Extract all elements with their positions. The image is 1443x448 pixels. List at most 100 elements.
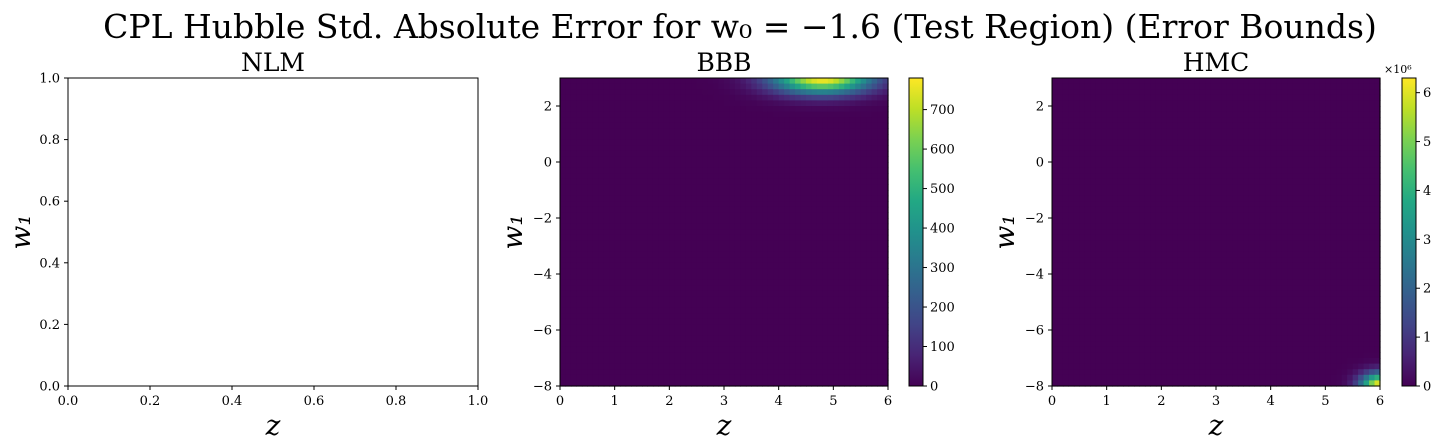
heatmap-cell (724, 240, 731, 247)
heatmap-cell (652, 150, 659, 157)
heatmap-cell (1112, 346, 1119, 353)
heatmap-cell (674, 201, 681, 208)
heatmap-cell (696, 100, 703, 107)
heatmap-cell (1172, 145, 1179, 152)
heatmap-cell (642, 290, 649, 297)
heatmap-cell (1057, 83, 1064, 90)
colorbar-frame (908, 77, 924, 387)
heatmap-cell (598, 162, 605, 169)
heatmap-cell (806, 268, 813, 275)
heatmap-cell (620, 335, 627, 342)
heatmap-cell (642, 318, 649, 325)
heatmap-cell (1101, 89, 1108, 96)
heatmap-cell (620, 251, 627, 258)
heatmap-cell (1084, 324, 1091, 331)
heatmap-cell (767, 195, 774, 202)
heatmap-cell (636, 206, 643, 213)
heatmap-cell (631, 296, 638, 303)
heatmap-cell (882, 212, 889, 219)
heatmap-cell (1106, 83, 1113, 90)
heatmap-cell (833, 341, 840, 348)
heatmap-cell (581, 346, 588, 353)
heatmap-cell (729, 83, 736, 90)
heatmap-cell (1139, 83, 1146, 90)
heatmap-cell (636, 89, 643, 96)
heatmap-cell (642, 212, 649, 219)
heatmap-cell (1205, 206, 1212, 213)
heatmap-cell (658, 341, 665, 348)
heatmap-cell (1199, 100, 1206, 107)
heatmap-cell (816, 296, 823, 303)
heatmap-cell (849, 369, 856, 376)
heatmap-cell (877, 111, 884, 118)
heatmap-cell (1057, 150, 1064, 157)
heatmap-cell (773, 246, 780, 253)
heatmap-cell (734, 324, 741, 331)
heatmap-cell (877, 106, 884, 113)
heatmap-cell (592, 100, 599, 107)
heatmap-cell (576, 290, 583, 297)
heatmap-cell (811, 218, 818, 225)
heatmap-cell (729, 380, 736, 387)
heatmap-cell (1112, 268, 1119, 275)
heatmap-cell (658, 150, 665, 157)
heatmap-cell (652, 167, 659, 174)
heatmap-cell (849, 190, 856, 197)
heatmap-cell (724, 100, 731, 107)
heatmap-cell (685, 268, 692, 275)
heatmap-cell (866, 302, 873, 309)
heatmap-cell (636, 178, 643, 185)
heatmap-cell (734, 296, 741, 303)
heatmap-cell (1150, 246, 1157, 253)
heatmap-cell (1062, 313, 1069, 320)
heatmap-cell (734, 145, 741, 152)
heatmap-cell (724, 223, 731, 230)
heatmap-cell (1073, 94, 1080, 101)
heatmap-cell (598, 122, 605, 129)
heatmap-cell (1210, 78, 1217, 85)
heatmap-cell (707, 223, 714, 230)
heatmap-cell (620, 262, 627, 269)
heatmap-cell (827, 296, 834, 303)
heatmap-cell (642, 134, 649, 141)
heatmap-cell (751, 369, 758, 376)
heatmap-cell (1079, 313, 1086, 320)
heatmap-cell (740, 346, 747, 353)
heatmap-cell (642, 313, 649, 320)
heatmap-cell (811, 251, 818, 258)
heatmap-cell (625, 150, 632, 157)
heatmap-cell (849, 363, 856, 370)
heatmap-cell (718, 162, 725, 169)
heatmap-cell (1123, 212, 1130, 219)
heatmap-cell (1117, 94, 1124, 101)
heatmap-cell (680, 139, 687, 146)
heatmap-cell (620, 324, 627, 331)
heatmap-cell (570, 111, 577, 118)
heatmap-cell (642, 346, 649, 353)
heatmap-cell (1139, 296, 1146, 303)
heatmap-cell (685, 78, 692, 85)
heatmap-cell (1079, 201, 1086, 208)
heatmap-cell (669, 313, 676, 320)
heatmap-cell (1150, 212, 1157, 219)
heatmap-cell (1106, 313, 1113, 320)
heatmap-cell (816, 313, 823, 320)
heatmap-cell (745, 223, 752, 230)
heatmap-cell (1188, 111, 1195, 118)
heatmap-cell (871, 184, 878, 191)
heatmap-cell (1172, 246, 1179, 253)
heatmap-cell (795, 240, 802, 247)
heatmap-cell (773, 89, 780, 96)
heatmap-cell (702, 83, 709, 90)
heatmap-cell (685, 128, 692, 135)
heatmap-cell (1139, 134, 1146, 141)
heatmap-cell (625, 111, 632, 118)
heatmap-cell (663, 218, 670, 225)
heatmap-cell (625, 246, 632, 253)
heatmap-cell (871, 324, 878, 331)
heatmap-cell (734, 167, 741, 174)
heatmap-cell (871, 358, 878, 365)
heatmap-cell (871, 234, 878, 241)
heatmap-cell (822, 380, 829, 387)
heatmap-cell (1155, 218, 1162, 225)
